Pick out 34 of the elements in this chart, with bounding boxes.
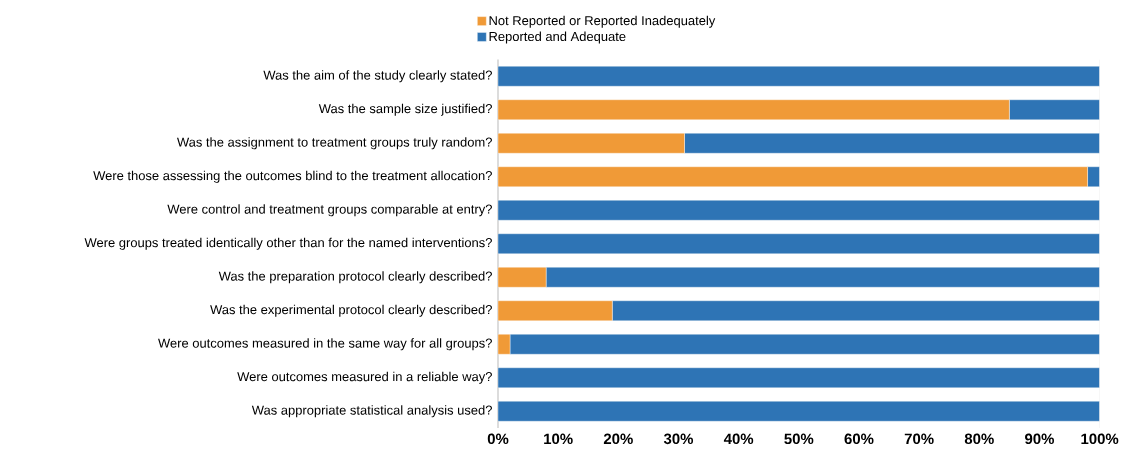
y-tick-label: Were groups treated identically other than for the named interventions? xyxy=(84,237,492,250)
x-tick-label: 70% xyxy=(904,433,934,445)
bar xyxy=(498,267,547,288)
bar xyxy=(498,99,1010,120)
legend-label: Not Reported or Reported Inadequately xyxy=(489,15,716,28)
y-tick-label: Was the aim of the study clearly stated? xyxy=(263,70,492,83)
y-tick-label: Was the experimental protocol clearly described? xyxy=(210,304,492,317)
y-tick-label: Was the preparation protocol clearly described? xyxy=(218,271,492,284)
bar xyxy=(498,300,613,321)
y-tick-label: Was the assignment to treatment groups truly random? xyxy=(177,137,492,150)
x-tick-label: 20% xyxy=(603,433,633,445)
x-tick-label: 60% xyxy=(844,433,874,445)
bar xyxy=(498,401,1100,422)
y-tick-label: Was appropriate statistical analysis used? xyxy=(251,405,492,418)
x-tick-label: 50% xyxy=(784,433,814,445)
bar xyxy=(498,133,685,154)
x-tick-label: 30% xyxy=(663,433,694,445)
x-tick-label: 80% xyxy=(964,433,994,445)
bar xyxy=(498,166,1088,187)
y-tick-label: Were outcomes measured in a reliable way? xyxy=(237,371,492,384)
y-tick-label: Was the sample size justified? xyxy=(318,103,492,116)
x-tick-label: 40% xyxy=(723,433,754,445)
y-tick-label: Were outcomes measured in the same way for all groups? xyxy=(158,338,492,351)
bar xyxy=(498,233,1100,254)
x-tick-label: 100% xyxy=(1081,433,1119,445)
bar xyxy=(498,367,1100,388)
bar xyxy=(498,200,1100,221)
y-tick-label: Were control and treatment groups comparable at entry? xyxy=(167,204,492,217)
x-tick-label: 0% xyxy=(487,433,509,445)
y-tick-label: Were those assessing the outcomes blind to the treatment allocation? xyxy=(93,170,492,183)
x-tick-label: 90% xyxy=(1025,433,1054,445)
x-tick-label: 10% xyxy=(544,433,573,445)
bar xyxy=(498,66,1100,87)
legend-label: Reported and Adequate xyxy=(489,31,626,44)
